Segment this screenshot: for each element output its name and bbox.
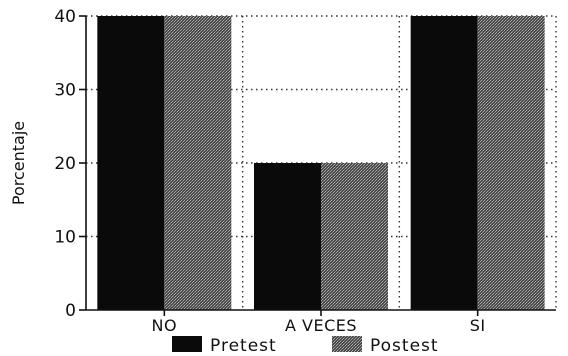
- bar-pretest-0: [97, 16, 165, 310]
- axes: NO A VECES SI 0 10 20 30 40: [54, 7, 556, 335]
- bar-pretest-2: [410, 16, 478, 310]
- y-tick-label: 40: [54, 7, 76, 27]
- legend-label-postest: Postest: [370, 336, 439, 356]
- y-tick-label: 30: [54, 81, 76, 101]
- bar-postest-1: [321, 163, 388, 310]
- y-tick-label: 20: [54, 154, 76, 174]
- x-tick-label: NO: [152, 316, 178, 335]
- x-tick-label: SI: [470, 316, 486, 335]
- bar-postest-0: [164, 16, 232, 310]
- bar-pretest-1: [254, 163, 321, 310]
- x-tick-label: A VECES: [285, 316, 357, 335]
- legend-label-pretest: Pretest: [210, 336, 277, 356]
- legend-swatch-postest: [332, 336, 362, 352]
- y-tick-label: 0: [65, 301, 76, 321]
- bar-postest-2: [477, 16, 545, 310]
- legend-swatch-pretest: [172, 336, 202, 352]
- bars: [97, 16, 545, 310]
- y-tick-label: 10: [54, 228, 76, 248]
- legend: Pretest Postest: [172, 336, 439, 356]
- y-axis-title: Porcentaje: [9, 121, 28, 205]
